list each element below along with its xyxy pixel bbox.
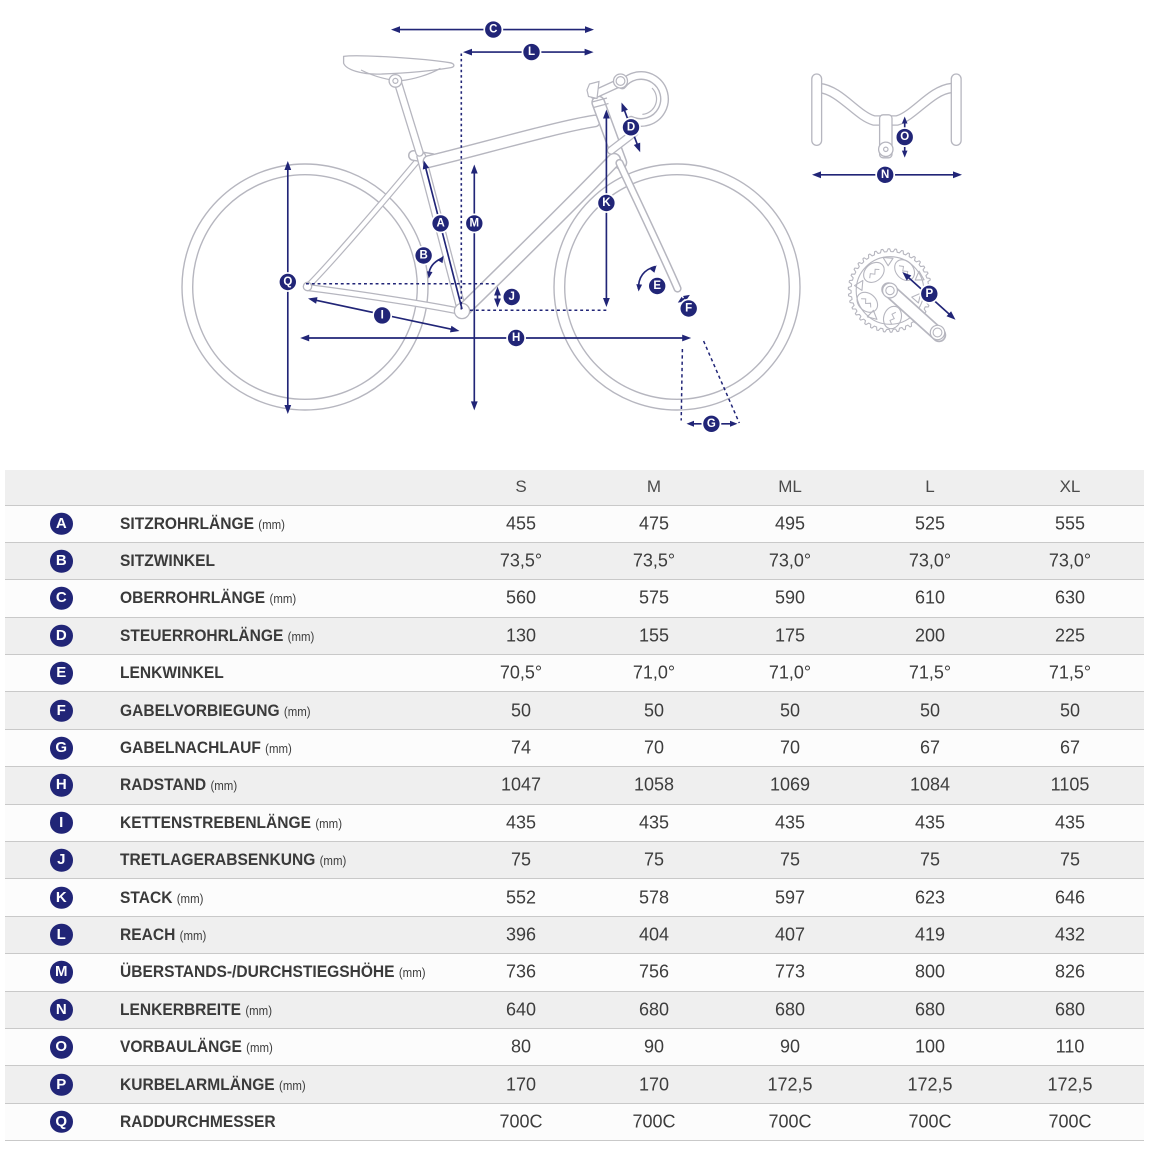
svg-text:N: N [881, 169, 889, 181]
svg-text:F: F [685, 303, 692, 315]
svg-text:A: A [436, 217, 444, 229]
svg-text:M: M [470, 217, 480, 229]
svg-text:L: L [528, 46, 535, 58]
svg-text:J: J [508, 291, 514, 303]
svg-text:B: B [419, 250, 427, 262]
svg-text:Q: Q [283, 276, 292, 288]
svg-text:I: I [381, 309, 384, 321]
svg-text:O: O [900, 131, 909, 143]
svg-text:G: G [707, 418, 716, 430]
svg-text:C: C [489, 24, 497, 36]
svg-text:D: D [627, 121, 635, 133]
svg-text:K: K [602, 197, 611, 209]
svg-text:H: H [512, 332, 520, 344]
svg-text:E: E [653, 280, 661, 292]
svg-text:P: P [925, 288, 933, 300]
